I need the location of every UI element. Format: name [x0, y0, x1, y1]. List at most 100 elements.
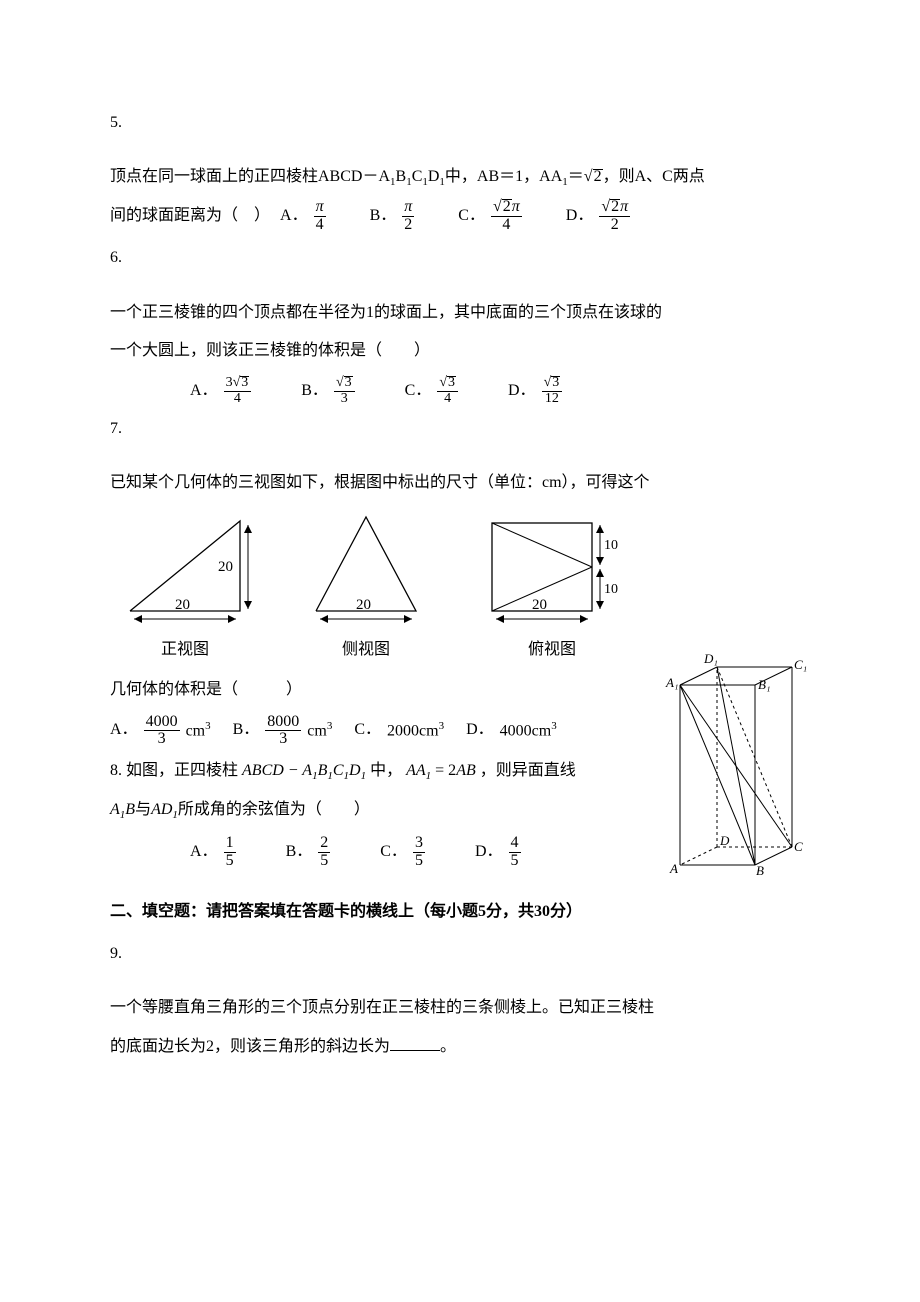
- q9-line1: 一个等腰直角三角形的三个顶点分别在正三棱柱的三条侧棱上。已知正三棱柱: [110, 989, 810, 1027]
- q7-b-label: B．: [233, 720, 260, 741]
- q7-side-view: 20 侧视图: [296, 511, 436, 669]
- vertex-d1: D₁: [703, 651, 718, 666]
- q5-d-pi: π: [620, 198, 628, 215]
- fig3-10b: 10: [604, 582, 618, 597]
- q7-figures-row: 20 20 正视图 20 侧视图 20: [110, 511, 810, 669]
- sqrt-icon: √: [439, 375, 447, 390]
- q9-number: 9.: [110, 935, 810, 973]
- q8-line2: A1B与AD1所成角的余弦值为（ ）: [110, 791, 646, 829]
- q7-number: 7.: [110, 410, 810, 448]
- q7-d-txt: 4000cm: [500, 723, 552, 740]
- q8-a-num: 1: [224, 835, 236, 853]
- q7-option-a[interactable]: A． 40003 cm3: [110, 714, 211, 749]
- q8-option-a[interactable]: A．15: [190, 835, 236, 870]
- q8-b-num: 2: [318, 835, 330, 853]
- q9-l2b: 。: [440, 1038, 456, 1055]
- fig1-20a: 20: [218, 559, 233, 575]
- q8-eq: = 2: [435, 762, 456, 779]
- q7-a-sup: 3: [205, 720, 211, 732]
- q8-d-den: 5: [509, 853, 521, 870]
- q5-l1b: 中，AB＝1，AA: [445, 168, 562, 185]
- sqrt-icon: √: [493, 198, 502, 215]
- q8-d-num: 4: [509, 835, 521, 853]
- vertex-c1: C₁: [794, 657, 807, 672]
- q6-number: 6.: [110, 239, 810, 277]
- q7-a-den: 3: [156, 731, 168, 748]
- q6-b-den: 3: [339, 392, 350, 406]
- q7-option-b[interactable]: B． 80003 cm3: [233, 714, 333, 749]
- q6-a-den: 4: [232, 392, 243, 406]
- q6-option-a[interactable]: A． 3√34: [190, 376, 251, 406]
- q7-cap2: 侧视图: [342, 631, 390, 669]
- q8-mid: 与: [135, 801, 151, 818]
- q5-b-den: 2: [402, 217, 414, 234]
- q7-a-label: A．: [110, 720, 138, 741]
- q5-sub-b1: 1: [406, 177, 412, 189]
- section-2-heading: 二、填空题：请把答案填在答题卡的横线上（每小题5分，共30分）: [110, 893, 810, 931]
- fig2-20: 20: [356, 597, 371, 613]
- q6-d-den: 12: [543, 392, 561, 406]
- q5-d-rad: 2: [610, 199, 620, 214]
- q7-a-num: 4000: [144, 714, 180, 732]
- q8-c-label: C．: [380, 842, 407, 863]
- q5-line2: 间的球面距离为（ ） A． π4 B． π2 C． √2π4 D． √2π2: [110, 197, 810, 236]
- q8-option-b[interactable]: B．25: [286, 835, 331, 870]
- q5-d-den: 2: [609, 217, 621, 234]
- q6-c-den: 4: [442, 392, 453, 406]
- q7-b-sup: 3: [327, 720, 333, 732]
- front-view-svg: 20 20: [110, 511, 260, 631]
- q7-option-c[interactable]: C． 2000cm3: [354, 719, 444, 742]
- q6-b-label: B．: [301, 381, 328, 402]
- fig1-20b: 20: [175, 597, 190, 613]
- q5-option-d[interactable]: D． √2π2: [566, 197, 630, 235]
- q7-d-val: 4000cm3: [500, 719, 557, 742]
- q5-option-c[interactable]: C． √2π4: [458, 197, 521, 235]
- q7-front-view: 20 20 正视图: [110, 511, 260, 669]
- q6-line2: 一个大圆上，则该正三棱锥的体积是（ ）: [110, 332, 810, 370]
- q9-blank[interactable]: [390, 1034, 440, 1051]
- q7-d-sup: 3: [551, 720, 557, 732]
- q5-l1a: 顶点在同一球面上的正四棱柱ABCD－A: [110, 168, 390, 185]
- q7-option-d[interactable]: D． 4000cm3: [466, 719, 557, 742]
- q7-line2: 几何体的体积是（ ）: [110, 671, 646, 709]
- q8-option-c[interactable]: C． 35: [380, 835, 425, 870]
- q7-line1: 已知某个几何体的三视图如下，根据图中标出的尺寸（单位：cm），可得这个: [110, 464, 810, 502]
- q8-option-d[interactable]: D． 45: [475, 835, 521, 870]
- q7-c-sup: 3: [439, 720, 445, 732]
- q8-line1: 8. 如图，正四棱柱 ABCD − A1B1C1D1 中， AA1 = 2AB …: [110, 752, 646, 790]
- q8-ab: AB: [456, 762, 476, 779]
- q8-b-label: B．: [286, 842, 313, 863]
- q5-c-pi: π: [512, 198, 520, 215]
- top-view-svg: 20 10 10: [472, 511, 632, 631]
- q5-c-label: C．: [458, 197, 485, 235]
- q8-l1b: 中，: [370, 762, 406, 779]
- q5-number: 5.: [110, 104, 810, 142]
- q6-option-c[interactable]: C． √34: [405, 376, 458, 406]
- q6-option-d[interactable]: D． √312: [508, 376, 562, 406]
- fig3-20: 20: [532, 597, 547, 613]
- sqrt-icon: √: [601, 198, 610, 215]
- q5-l2a: 间的球面距离为（ ）: [110, 207, 270, 224]
- q7-b-cm: cm: [307, 723, 327, 740]
- q5-c-den: 4: [500, 217, 512, 234]
- q6-b-rad: 3: [344, 376, 353, 390]
- q6-line1: 一个正三棱锥的四个顶点都在半径为1的球面上，其中底面的三个顶点在该球的: [110, 294, 810, 332]
- q8-l2c: 所成角的余弦值为（ ）: [178, 801, 370, 818]
- q5-c-rad: 2: [502, 199, 512, 214]
- sqrt-icon: √: [233, 375, 241, 390]
- q7-c-txt: 2000cm: [387, 723, 439, 740]
- q5-sub-a1: 1: [390, 177, 396, 189]
- q6-a-label: A．: [190, 381, 218, 402]
- sqrt-icon: √: [584, 168, 593, 185]
- q8-d-label: D．: [475, 842, 503, 863]
- q5-option-b[interactable]: B． π2: [370, 197, 415, 235]
- q8-c-den: 5: [413, 853, 425, 870]
- q5-d-label: D．: [566, 197, 594, 235]
- q8-aa1: AA1: [406, 762, 431, 779]
- q5-a-num: π: [314, 199, 326, 217]
- q7-c-label: C．: [354, 720, 381, 741]
- q8-c-num: 3: [413, 835, 425, 853]
- q7-b-unit: cm3: [307, 719, 332, 742]
- q5-option-a[interactable]: A． π4: [280, 197, 326, 235]
- q6-option-b[interactable]: B． √33: [301, 376, 354, 406]
